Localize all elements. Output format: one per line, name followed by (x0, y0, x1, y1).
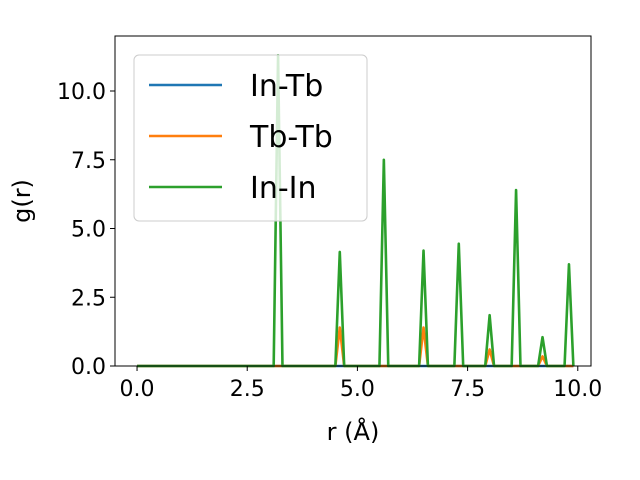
x-tick-label: 10.0 (553, 377, 602, 402)
legend: In-Tb Tb-Tb In-In (133, 54, 368, 222)
y-ticks: 0.0 2.5 5.0 7.5 10.0 (57, 80, 115, 380)
x-ticks: 0.0 2.5 5.0 7.5 10.0 (120, 366, 602, 402)
legend-items: In-Tb Tb-Tb In-In (149, 69, 333, 206)
legend-box (133, 54, 368, 222)
x-tick-label: 2.5 (230, 377, 265, 402)
x-tick-label: 0.0 (120, 377, 155, 402)
series-line-in-in (137, 53, 575, 368)
legend-label-tb-tb: Tb-Tb (249, 120, 333, 155)
legend-label-in-in: In-In (250, 171, 317, 206)
x-axis-label: r (Å) (327, 417, 380, 446)
legend-label-in-tb: In-Tb (250, 69, 323, 104)
y-tick-label: 0.0 (71, 355, 106, 380)
y-axis-label: g(r) (8, 179, 36, 223)
series-line-tb-tb (137, 326, 574, 368)
y-tick-label: 7.5 (71, 149, 106, 174)
y-tick-label: 2.5 (71, 286, 106, 311)
y-tick-label: 5.0 (71, 218, 106, 243)
x-tick-label: 5.0 (340, 377, 375, 402)
y-tick-label: 10.0 (57, 80, 106, 105)
plot-frame (114, 35, 592, 367)
x-tick-label: 7.5 (450, 377, 485, 402)
